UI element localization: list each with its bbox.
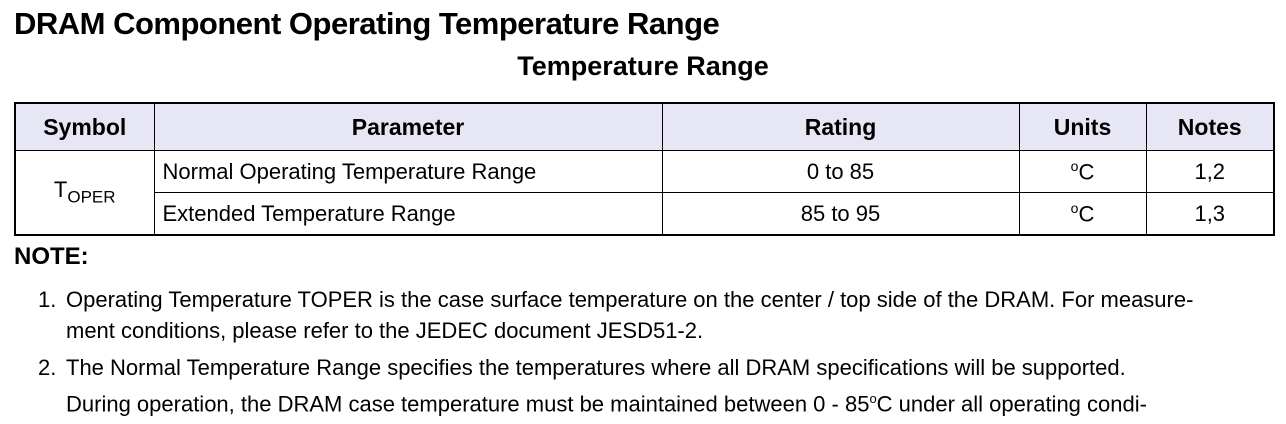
units-letter: C	[1078, 201, 1095, 227]
note-line-segment: During operation, the DRAM case temperat…	[66, 391, 870, 417]
degree-superscript: o	[869, 391, 877, 406]
note-line: During operation, the DRAM case temperat…	[66, 383, 1147, 419]
table-header: Symbol Parameter Rating Units Notes	[14, 102, 1275, 151]
col-header-parameter: Parameter	[153, 102, 663, 151]
col-header-notes: Notes	[1145, 102, 1275, 151]
parameter-cell: Extended Temperature Range	[153, 192, 663, 236]
degree-superscript: o	[1070, 199, 1079, 216]
table-header-row: Symbol Parameter Rating Units Notes	[14, 102, 1275, 151]
parameter-cell: Normal Operating Temperature Range	[153, 150, 663, 193]
symbol-base: T	[53, 177, 68, 203]
units-letter: C	[1078, 159, 1095, 185]
note-line: The Normal Temperature Range specifies t…	[66, 355, 1126, 380]
col-header-rating: Rating	[661, 102, 1020, 151]
note-line-segment: C under all operating condi-	[876, 391, 1147, 417]
page-title: DRAM Component Operating Temperature Ran…	[14, 6, 720, 41]
rating-cell: 85 to 95	[661, 192, 1020, 236]
table-title: Temperature Range	[517, 51, 769, 81]
rating-cell: 0 to 85	[661, 150, 1020, 193]
note-text: Operating Temperature TOPER is the case …	[66, 284, 1193, 346]
table-row: TOPER Normal Operating Temperature Range…	[14, 150, 1275, 236]
note-line: ment conditions, please refer to the JED…	[66, 318, 704, 343]
notes-cell: 1,3	[1145, 192, 1275, 236]
table-row: Extended Temperature Range 85 to 95 oC 1…	[15, 192, 1275, 236]
note-line: tions.	[66, 419, 1147, 424]
notes-cell: 1,2	[1145, 150, 1275, 193]
note-text: The Normal Temperature Range specifies t…	[66, 352, 1147, 424]
note-item-2: 2. The Normal Temperature Range specifie…	[38, 352, 1286, 424]
units-cell: oC	[1018, 150, 1147, 193]
symbol-subscript: OPER	[67, 187, 116, 207]
symbol-cell: TOPER	[14, 150, 155, 236]
note-number: 1.	[38, 287, 57, 312]
col-header-symbol: Symbol	[14, 102, 155, 151]
col-header-units: Units	[1018, 102, 1147, 151]
note-line: Operating Temperature TOPER is the case …	[66, 287, 1194, 312]
units-cell: oC	[1018, 192, 1147, 236]
note-section-label: NOTE:	[14, 243, 89, 270]
degree-superscript: o	[1070, 157, 1079, 174]
temperature-range-table: Symbol Parameter Rating Units Notes TOPE…	[14, 102, 1275, 236]
note-item-1: 1. Operating Temperature TOPER is the ca…	[38, 284, 1286, 346]
note-number: 2.	[38, 355, 57, 380]
